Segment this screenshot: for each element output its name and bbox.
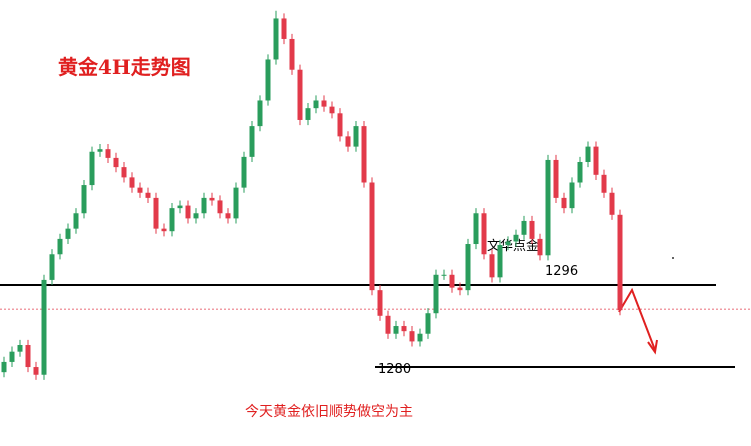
candle-body xyxy=(497,245,503,278)
candle-body xyxy=(553,159,559,198)
candle-body xyxy=(617,214,623,311)
candle-body xyxy=(369,182,375,291)
candle-body xyxy=(121,167,127,178)
candle-body xyxy=(233,187,239,219)
level-label: 1296 xyxy=(545,264,578,279)
candle-body xyxy=(505,241,511,246)
candle-body xyxy=(393,326,399,334)
candle-body xyxy=(1,361,7,373)
candle-body xyxy=(209,197,215,201)
candle-body xyxy=(457,287,463,291)
candle-body xyxy=(25,345,31,368)
candle-body xyxy=(321,100,327,107)
candle-body xyxy=(545,159,551,256)
candle-body xyxy=(353,126,359,147)
annotation: 文华点金 xyxy=(487,238,539,254)
candle-body xyxy=(473,213,479,245)
candle-body xyxy=(441,274,447,276)
candle-body xyxy=(337,113,343,137)
candle-body xyxy=(345,136,351,147)
candle-body xyxy=(297,69,303,120)
candle-body xyxy=(569,182,575,209)
candle-body xyxy=(577,161,583,183)
candle-body xyxy=(257,100,263,127)
candle-body xyxy=(249,126,255,157)
chart-title: 黄金4H走势图 xyxy=(58,55,191,79)
candle-body xyxy=(377,290,383,316)
candle-body xyxy=(361,126,367,183)
candle-body xyxy=(81,185,87,214)
candle-body xyxy=(161,228,167,232)
candle-body xyxy=(41,279,47,375)
dot xyxy=(672,257,674,259)
candle-body xyxy=(401,326,407,332)
candle-body xyxy=(305,108,311,120)
candle-body xyxy=(433,274,439,314)
candle-body xyxy=(73,213,79,229)
candle-body xyxy=(9,351,15,362)
candle-body xyxy=(609,192,615,215)
candle-body xyxy=(225,213,231,219)
candle-body xyxy=(481,213,487,255)
candle-body xyxy=(409,331,415,342)
candle-body xyxy=(281,18,287,39)
candle-body xyxy=(289,38,295,70)
candle-body xyxy=(153,197,159,229)
trend-arrow xyxy=(618,287,656,351)
candle-body xyxy=(521,220,527,235)
candle-body xyxy=(537,238,543,256)
candle-body xyxy=(33,367,39,375)
candle-body xyxy=(113,157,119,168)
candle-body xyxy=(417,333,423,342)
candle-body xyxy=(449,274,455,288)
level-label: 1280 xyxy=(378,362,411,377)
candle-body xyxy=(193,213,199,219)
candle-body xyxy=(201,197,207,214)
candle-body xyxy=(169,208,175,232)
candle-body xyxy=(129,177,135,188)
candle-body xyxy=(241,156,247,188)
candle-body xyxy=(137,187,143,193)
candle-body xyxy=(273,18,279,60)
candle-body xyxy=(513,234,519,242)
candle-body xyxy=(529,220,535,239)
candle-body xyxy=(17,345,23,352)
candle-body xyxy=(561,197,567,209)
candle-body xyxy=(601,174,607,193)
candle-body xyxy=(145,192,151,198)
candle-body xyxy=(593,146,599,175)
candle-body xyxy=(97,149,103,152)
candle-body xyxy=(177,205,183,209)
candle-body xyxy=(57,238,63,255)
candle-body xyxy=(105,149,111,158)
candle-body xyxy=(489,254,495,278)
candle-body xyxy=(313,100,319,109)
footnote: 今天黄金依旧顺势做空为主 xyxy=(245,403,413,420)
candle-body xyxy=(265,59,271,101)
candle-body xyxy=(425,313,431,334)
candle-body xyxy=(585,146,591,162)
candle-body xyxy=(385,315,391,334)
candle-body xyxy=(185,205,191,219)
candle-body xyxy=(465,244,471,291)
candle-body xyxy=(49,254,55,280)
candle-body xyxy=(217,200,223,214)
arrow-head xyxy=(647,339,658,355)
candle-body xyxy=(89,151,95,186)
candle-body xyxy=(65,228,71,239)
candle-body xyxy=(329,106,335,114)
